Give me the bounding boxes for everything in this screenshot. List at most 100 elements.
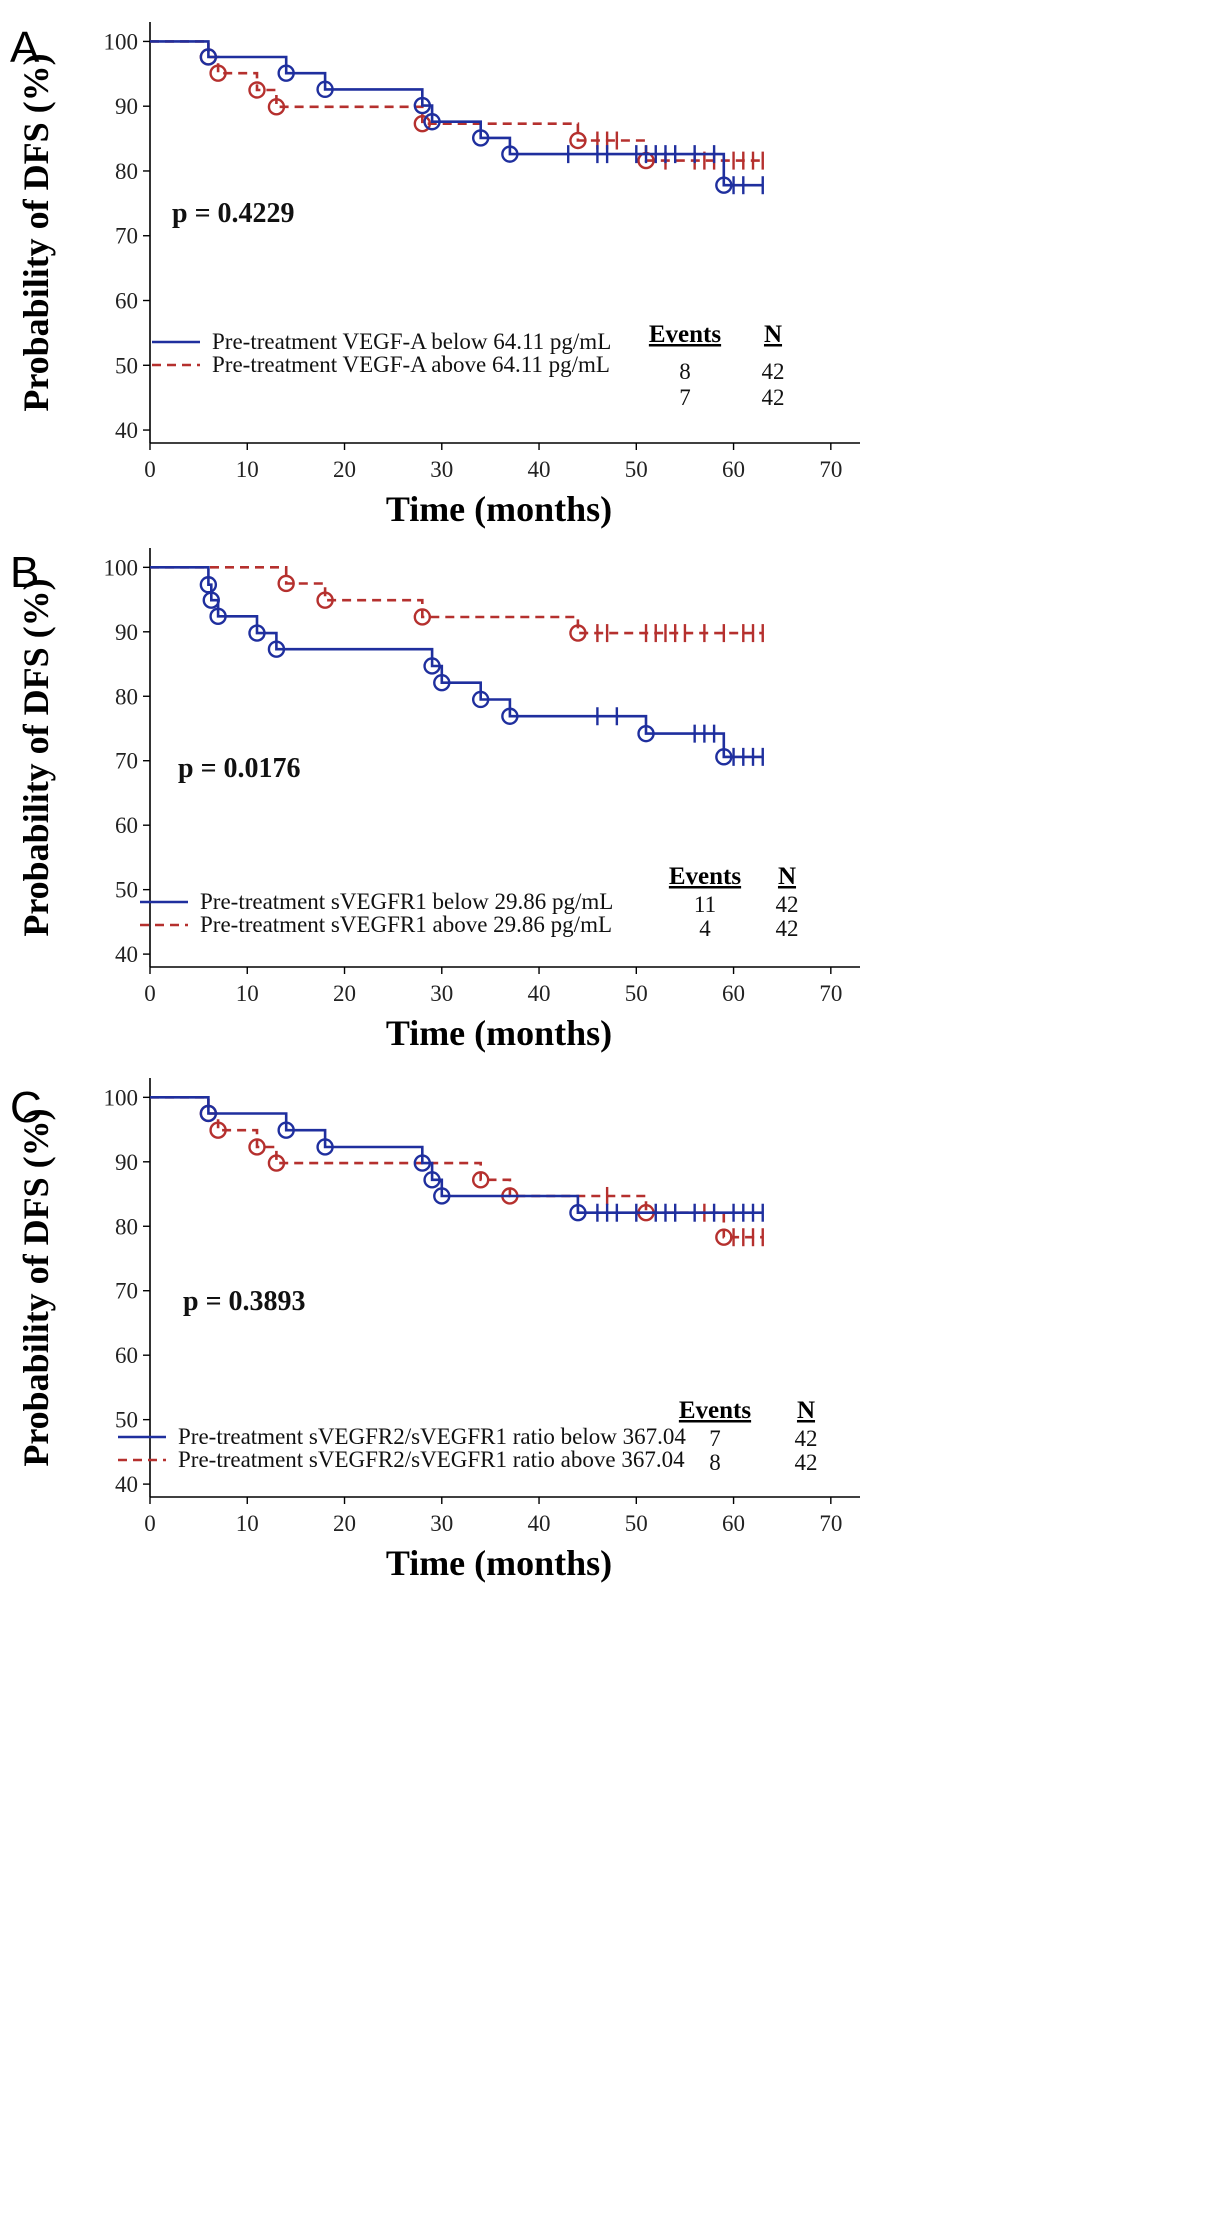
event-marker bbox=[471, 129, 490, 147]
legend-label-below: Pre-treatment VEGF-A below 64.11 pg/mL bbox=[212, 329, 611, 354]
survival-curve-above bbox=[150, 40, 763, 162]
event-marker bbox=[715, 176, 733, 194]
legend-label-above: Pre-treatment sVEGFR1 above 29.86 pg/mL bbox=[200, 912, 612, 937]
x-tick-label: 50 bbox=[625, 457, 648, 482]
series-below bbox=[150, 1096, 764, 1222]
y-tick-label: 100 bbox=[104, 29, 139, 54]
x-tick-label: 10 bbox=[236, 457, 259, 482]
series-below bbox=[150, 566, 764, 766]
x-tick-label: 20 bbox=[333, 457, 356, 482]
events-count-below: 7 bbox=[709, 1426, 721, 1451]
y-tick-label: 40 bbox=[115, 418, 138, 443]
x-tick-label: 0 bbox=[144, 457, 156, 482]
n-header: N bbox=[778, 863, 796, 890]
y-tick-label: 80 bbox=[115, 684, 138, 709]
y-tick-label: 70 bbox=[115, 749, 138, 774]
p-value-label: p = 0.0176 bbox=[178, 753, 301, 784]
event-marker bbox=[423, 113, 441, 131]
x-tick-label: 70 bbox=[819, 981, 842, 1006]
x-tick-label: 40 bbox=[528, 981, 551, 1006]
y-tick-label: 100 bbox=[104, 1085, 139, 1110]
n-count-above: 42 bbox=[795, 1450, 818, 1475]
p-value-label: p = 0.4229 bbox=[172, 198, 295, 229]
event-marker bbox=[423, 1171, 441, 1189]
y-tick-label: 50 bbox=[115, 878, 138, 903]
x-tick-label: 30 bbox=[430, 457, 453, 482]
x-tick-label: 10 bbox=[236, 981, 259, 1006]
event-marker bbox=[316, 80, 334, 99]
x-tick-label: 50 bbox=[625, 981, 648, 1006]
event-marker bbox=[209, 64, 227, 82]
panel-letter: B bbox=[10, 548, 39, 597]
series-above bbox=[150, 566, 764, 643]
event-marker bbox=[471, 690, 490, 709]
event-marker bbox=[501, 145, 519, 163]
events-count-above: 7 bbox=[679, 385, 691, 410]
event-marker bbox=[471, 1171, 490, 1189]
y-tick-label: 100 bbox=[104, 555, 139, 580]
y-axis-title: Probability of DFS (%) bbox=[16, 53, 56, 411]
y-tick-label: 90 bbox=[115, 620, 138, 645]
y-tick-label: 40 bbox=[115, 1472, 138, 1497]
x-tick-label: 0 bbox=[144, 981, 156, 1006]
y-tick-label: 60 bbox=[115, 813, 138, 838]
y-tick-label: 90 bbox=[115, 94, 138, 119]
event-marker bbox=[413, 608, 432, 626]
x-tick-label: 60 bbox=[722, 981, 745, 1006]
events-header: Events bbox=[649, 321, 722, 348]
n-header: N bbox=[797, 1397, 815, 1424]
legend-label-below: Pre-treatment sVEGFR2/sVEGFR1 ratio belo… bbox=[178, 1424, 686, 1449]
legend-label-above: Pre-treatment sVEGFR2/sVEGFR1 ratio abov… bbox=[178, 1447, 685, 1472]
event-marker bbox=[277, 1121, 295, 1139]
events-count-above: 8 bbox=[709, 1450, 721, 1475]
event-marker bbox=[316, 591, 334, 609]
y-tick-label: 80 bbox=[115, 1214, 138, 1239]
n-count-below: 42 bbox=[776, 892, 799, 917]
n-count-below: 42 bbox=[795, 1426, 818, 1451]
n-header: N bbox=[764, 321, 782, 348]
event-marker bbox=[277, 574, 295, 593]
survival-curve-below bbox=[150, 40, 763, 187]
event-marker bbox=[248, 624, 266, 642]
event-marker bbox=[209, 1121, 227, 1139]
event-marker bbox=[501, 707, 519, 725]
n-count-below: 42 bbox=[762, 359, 785, 384]
event-marker bbox=[715, 1228, 733, 1246]
event-marker bbox=[413, 1154, 432, 1172]
x-tick-label: 70 bbox=[819, 1511, 842, 1536]
x-tick-label: 20 bbox=[333, 1511, 356, 1536]
x-axis-title: Time (months) bbox=[386, 1013, 612, 1053]
y-tick-label: 50 bbox=[115, 353, 138, 378]
y-tick-label: 40 bbox=[115, 942, 138, 967]
legend-label-above: Pre-treatment VEGF-A above 64.11 pg/mL bbox=[212, 352, 610, 377]
event-marker bbox=[277, 64, 295, 82]
y-tick-label: 70 bbox=[115, 1279, 138, 1304]
panel-letter: C bbox=[10, 1083, 42, 1132]
x-tick-label: 40 bbox=[528, 457, 551, 482]
y-tick-label: 60 bbox=[115, 1343, 138, 1368]
y-tick-label: 60 bbox=[115, 289, 138, 314]
panel-letter: A bbox=[10, 23, 40, 72]
event-marker bbox=[423, 657, 441, 675]
panel-c: C 40 50 60 70 80 90 100 0 10 20 30 40 50 60 70 Probabili… bbox=[10, 1078, 860, 1583]
x-tick-label: 0 bbox=[144, 1511, 156, 1536]
survival-curve-below bbox=[150, 1096, 763, 1214]
y-axis-title: Probability of DFS (%) bbox=[16, 1108, 56, 1466]
x-tick-label: 30 bbox=[430, 1511, 453, 1536]
event-marker bbox=[413, 114, 432, 133]
events-count-below: 8 bbox=[679, 359, 691, 384]
x-axis-title: Time (months) bbox=[386, 1543, 612, 1583]
legend-label-below: Pre-treatment sVEGFR1 below 29.86 pg/mL bbox=[200, 889, 613, 914]
event-marker bbox=[316, 1138, 334, 1156]
event-marker bbox=[267, 1154, 286, 1172]
events-header: Events bbox=[669, 863, 742, 890]
event-marker bbox=[413, 96, 432, 115]
x-tick-label: 30 bbox=[430, 981, 453, 1006]
n-count-above: 42 bbox=[762, 385, 785, 410]
y-tick-label: 80 bbox=[115, 159, 138, 184]
x-axis-title: Time (months) bbox=[386, 489, 612, 529]
events-count-above: 4 bbox=[699, 916, 711, 941]
y-tick-label: 90 bbox=[115, 1150, 138, 1175]
survival-curve-above bbox=[150, 1096, 763, 1239]
